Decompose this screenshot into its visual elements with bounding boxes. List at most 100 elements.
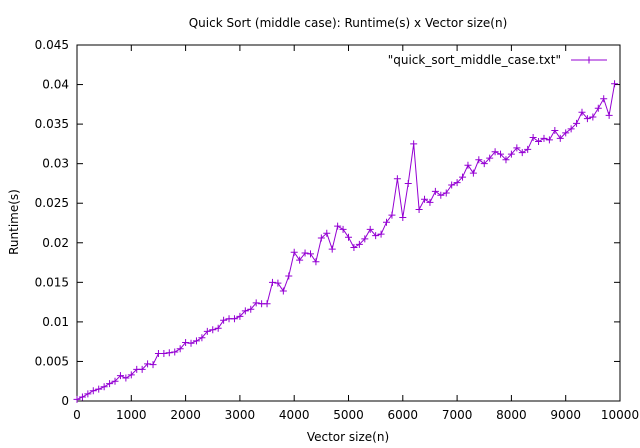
data-point xyxy=(573,119,581,127)
data-point xyxy=(399,213,407,221)
y-tick-label: 0.03 xyxy=(42,157,69,171)
data-point xyxy=(507,150,515,158)
data-point xyxy=(518,149,526,157)
data-point xyxy=(171,348,179,356)
data-point xyxy=(453,179,461,187)
data-point xyxy=(122,374,130,382)
data-point xyxy=(415,206,423,214)
data-point xyxy=(149,361,157,369)
data-point xyxy=(95,385,103,393)
y-tick-label: 0.035 xyxy=(35,117,69,131)
data-point xyxy=(138,365,146,373)
data-point xyxy=(421,195,429,203)
data-point xyxy=(480,160,488,168)
data-point xyxy=(459,173,467,181)
x-tick-label: 4000 xyxy=(279,408,310,422)
data-point xyxy=(448,181,456,189)
plot-frame xyxy=(76,44,621,402)
data-point xyxy=(176,345,184,353)
data-point xyxy=(475,156,483,164)
data-point xyxy=(84,390,92,398)
legend-label: "quick_sort_middle_case.txt" xyxy=(388,53,561,67)
data-point xyxy=(562,129,570,137)
data-point xyxy=(263,300,271,308)
data-point xyxy=(209,326,217,334)
data-point xyxy=(551,126,559,134)
data-point xyxy=(328,245,336,253)
data-point xyxy=(160,350,168,358)
legend-marker-glyph xyxy=(585,56,593,64)
data-point xyxy=(491,148,499,156)
y-axis: 0 0.005 0.01 0.015 0.02 0.025 0.03 0.035 0.04 0.0… xyxy=(35,38,620,408)
data-point xyxy=(192,337,200,345)
data-point xyxy=(144,360,152,368)
chart-title: Quick Sort (middle case): Runtime(s) x V… xyxy=(189,16,508,30)
data-point xyxy=(497,150,505,158)
data-point xyxy=(279,287,287,295)
y-tick-label: 0.01 xyxy=(42,315,69,329)
x-tick-label: 1000 xyxy=(116,408,147,422)
data-point xyxy=(73,395,81,403)
data-point xyxy=(241,307,249,315)
data-point xyxy=(106,380,114,388)
x-tick-label: 10000 xyxy=(601,408,639,422)
data-point xyxy=(469,169,477,177)
data-point xyxy=(513,144,521,152)
x-tick-label: 6000 xyxy=(388,408,419,422)
data-point xyxy=(127,371,135,379)
data-point xyxy=(600,95,608,103)
data-point xyxy=(100,383,108,391)
legend: "quick_sort_middle_case.txt" xyxy=(388,53,607,67)
x-tick-label: 9000 xyxy=(550,408,581,422)
data-point xyxy=(334,222,342,230)
data-point xyxy=(529,134,537,142)
data-point xyxy=(426,198,434,206)
y-tick-label: 0.025 xyxy=(35,196,69,210)
data-point xyxy=(594,104,602,112)
data-point xyxy=(89,387,97,395)
y-axis-title: Runtime(s) xyxy=(7,189,21,255)
data-point xyxy=(247,305,255,313)
data-point xyxy=(567,125,575,133)
x-tick-label: 7000 xyxy=(442,408,473,422)
data-point xyxy=(404,179,412,187)
y-tick-label: 0 xyxy=(61,394,69,408)
data-point xyxy=(111,377,119,385)
data-point xyxy=(203,327,211,335)
data-point xyxy=(437,191,445,199)
x-tick-label: 3000 xyxy=(225,408,256,422)
x-axis: 0 1000 2000 3000 4000 5000 6000 7000 8000 9000 100… xyxy=(73,45,639,422)
data-point xyxy=(323,229,331,237)
data-point xyxy=(486,154,494,162)
data-point xyxy=(306,250,314,258)
x-tick-label: 5000 xyxy=(333,408,364,422)
data-point xyxy=(339,225,347,233)
x-tick-label: 2000 xyxy=(170,408,201,422)
data-point xyxy=(372,232,380,240)
data-point xyxy=(301,249,309,257)
data-point xyxy=(361,235,369,243)
data-point xyxy=(312,258,320,266)
x-tick-label: 0 xyxy=(73,408,81,422)
y-tick-label: 0.045 xyxy=(35,38,69,52)
series-layer xyxy=(73,80,619,403)
data-point xyxy=(116,372,124,380)
data-point xyxy=(274,279,282,287)
data-point xyxy=(556,134,564,142)
y-tick-label: 0.04 xyxy=(42,78,69,92)
data-point xyxy=(220,316,228,324)
y-tick-label: 0.015 xyxy=(35,275,69,289)
data-point xyxy=(540,134,548,142)
x-tick-label: 8000 xyxy=(496,408,527,422)
data-point xyxy=(502,156,510,164)
data-point xyxy=(290,248,298,256)
data-point xyxy=(383,218,391,226)
data-point xyxy=(589,113,597,121)
data-point xyxy=(350,244,358,252)
data-point xyxy=(442,189,450,197)
data-point xyxy=(78,393,86,401)
y-tick-label: 0.005 xyxy=(35,354,69,368)
data-point xyxy=(355,240,363,248)
data-point xyxy=(165,349,173,357)
